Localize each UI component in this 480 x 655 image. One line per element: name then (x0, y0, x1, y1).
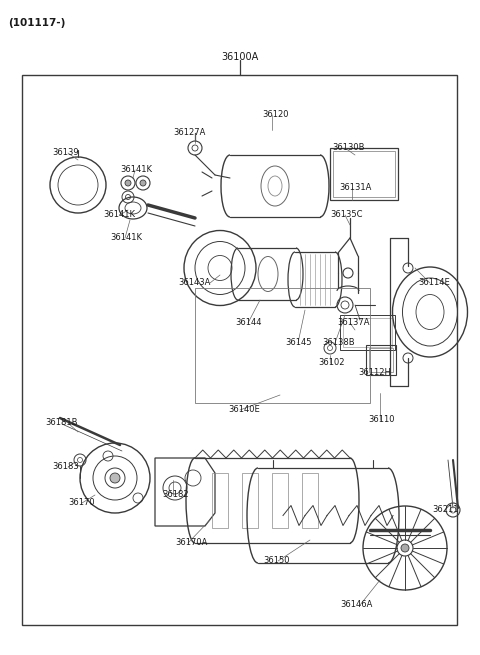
Bar (22, 75, 457, 625)
Text: 36100A: 36100A (221, 52, 259, 62)
Text: 36141K: 36141K (103, 210, 135, 219)
Text: 36144: 36144 (235, 318, 262, 327)
Bar (330, 148, 398, 200)
Text: 36141K: 36141K (110, 233, 142, 242)
Text: 36146A: 36146A (340, 600, 372, 609)
Text: 36140E: 36140E (228, 405, 260, 414)
Text: 36137A: 36137A (337, 318, 370, 327)
Text: 36181B: 36181B (45, 418, 77, 427)
Text: 36131A: 36131A (339, 183, 372, 192)
Circle shape (401, 544, 409, 552)
Text: 36170: 36170 (68, 498, 95, 507)
Bar (212, 473, 228, 528)
Text: 36143A: 36143A (178, 278, 210, 287)
Text: 36141K: 36141K (120, 165, 152, 174)
Text: 36145: 36145 (285, 338, 312, 347)
Text: 36127A: 36127A (173, 128, 205, 137)
Bar (302, 473, 318, 528)
Text: 36139: 36139 (52, 148, 79, 157)
Text: 36112H: 36112H (358, 368, 391, 377)
Bar (195, 288, 370, 403)
Bar (333, 151, 395, 197)
Text: 36150: 36150 (263, 556, 289, 565)
Text: 36182: 36182 (162, 490, 189, 499)
Bar (366, 345, 396, 375)
Text: 36211: 36211 (432, 505, 458, 514)
Bar (272, 473, 288, 528)
Circle shape (125, 180, 131, 186)
Text: 36183: 36183 (52, 462, 79, 471)
Circle shape (140, 180, 146, 186)
Bar (242, 473, 258, 528)
Text: 36110: 36110 (368, 415, 395, 424)
Text: 36170A: 36170A (175, 538, 207, 547)
Bar (340, 315, 395, 350)
Text: 36114E: 36114E (418, 278, 450, 287)
Text: 36135C: 36135C (330, 210, 362, 219)
Text: 36138B: 36138B (322, 338, 355, 347)
Bar (343, 318, 392, 347)
Text: (101117-): (101117-) (8, 18, 65, 28)
Text: 36130B: 36130B (332, 143, 364, 152)
Circle shape (110, 473, 120, 483)
Text: 36102: 36102 (318, 358, 345, 367)
Bar (369, 348, 393, 372)
Text: 36120: 36120 (262, 110, 288, 119)
